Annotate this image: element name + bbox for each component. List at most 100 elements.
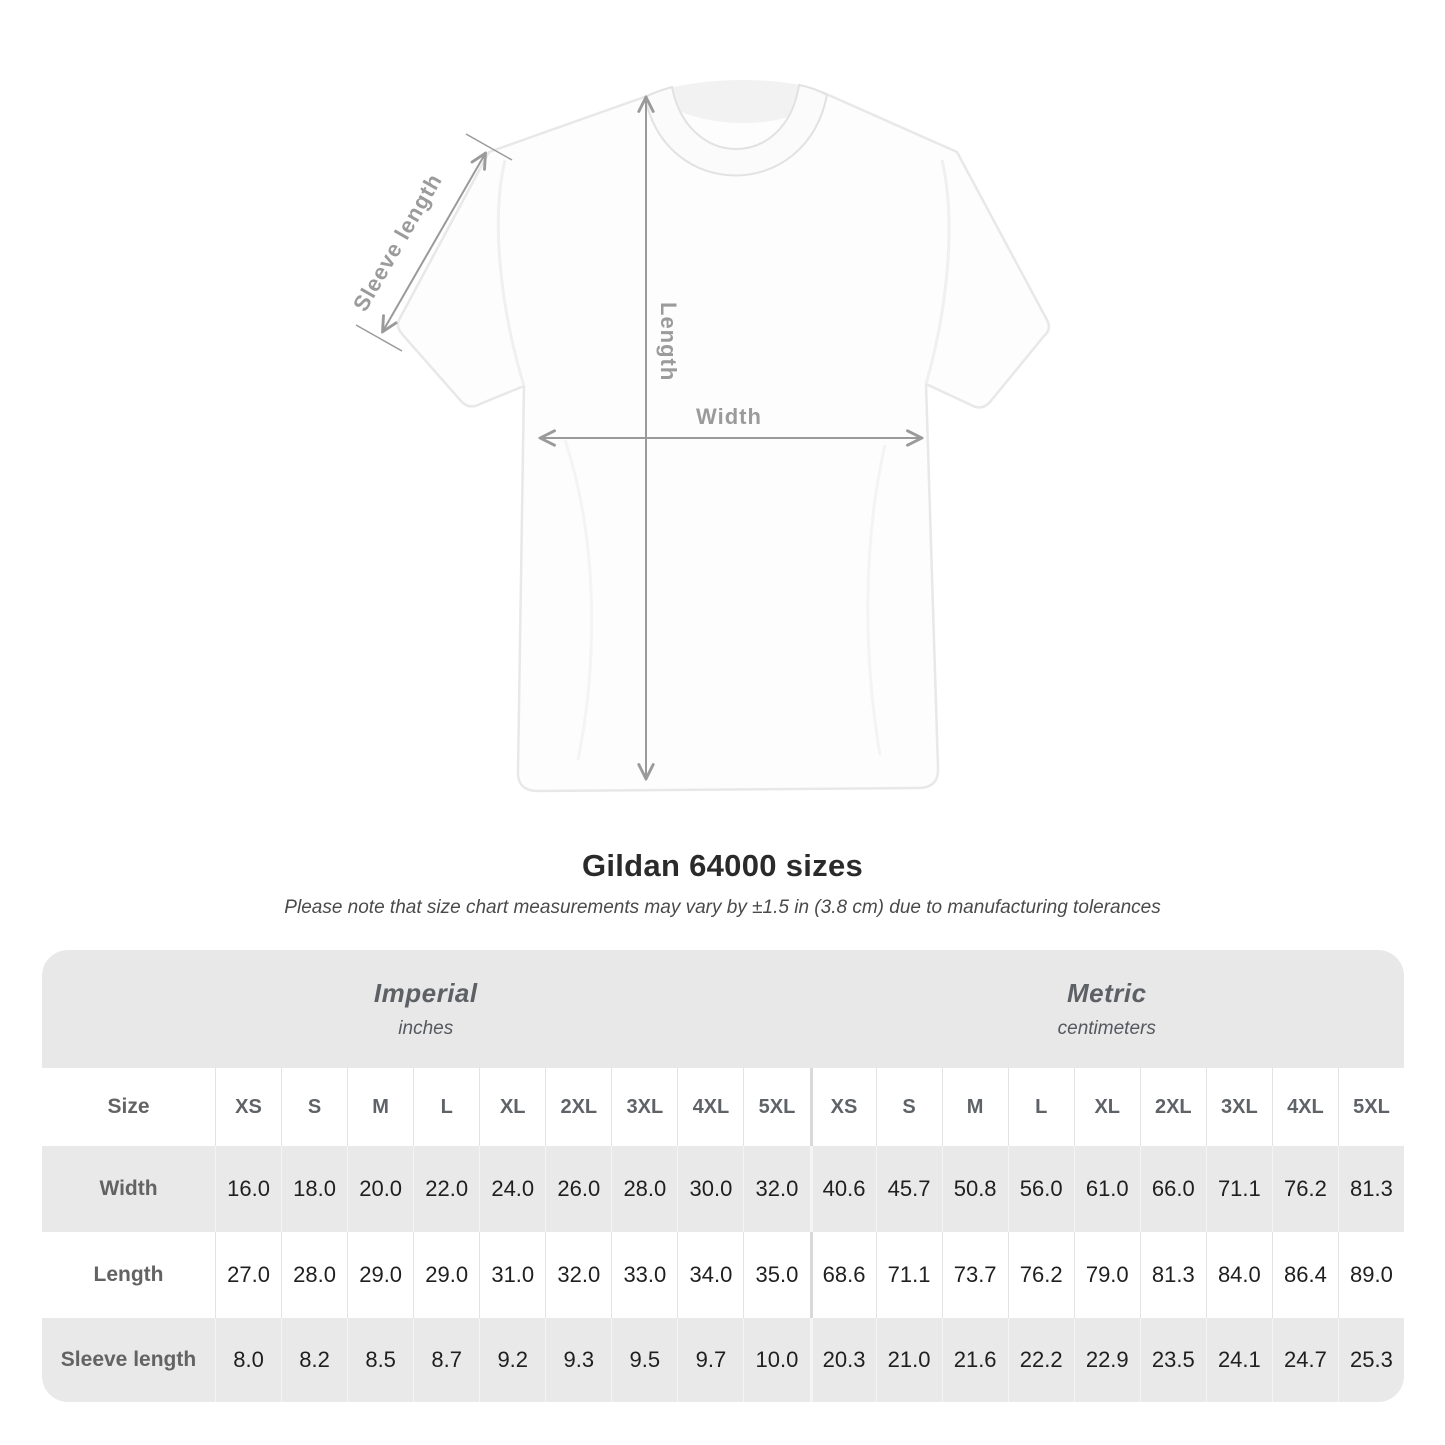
size-value-cell: 84.0: [1205, 1232, 1272, 1318]
size-value-cell: 32.0: [545, 1232, 611, 1318]
sleeve-length-arrow: [383, 154, 485, 331]
size-col-header: 4XL: [677, 1068, 743, 1146]
size-col-header: 4XL: [1271, 1068, 1338, 1146]
width-label: Width: [696, 404, 762, 429]
size-value-cell: 22.2: [1007, 1318, 1074, 1402]
size-value-cell: 21.0: [875, 1318, 942, 1402]
size-value-cell: 33.0: [611, 1232, 677, 1318]
row-label-sleeve-length: Sleeve length: [60, 1348, 197, 1371]
size-col-header: 5XL: [743, 1068, 809, 1146]
page-title: Gildan 64000 sizes: [581, 848, 864, 883]
sleeve-arrow-tick-bottom: [355, 324, 403, 352]
size-row-label: Size: [107, 1095, 150, 1118]
size-value-cell: 32.0: [743, 1146, 809, 1232]
size-value-cell: 28.0: [611, 1146, 677, 1232]
size-value-cell: 81.3: [1139, 1232, 1206, 1318]
imperial-unit-name: Imperial: [373, 978, 478, 1008]
size-value-cell: 50.8: [941, 1146, 1008, 1232]
size-value-cell: 9.2: [479, 1318, 545, 1402]
size-value-cell: 24.7: [1271, 1318, 1338, 1402]
size-value-cell: 22.0: [413, 1146, 479, 1232]
size-col-header: 3XL: [611, 1068, 677, 1146]
table-row-width: Width 16.0 18.0 20.0 22.0 24.0 26.0 28.0 30.0 32…: [42, 1146, 1404, 1232]
row-label-width: Width: [99, 1177, 158, 1200]
length-label: Length: [656, 302, 681, 381]
size-value-cell: 23.5: [1139, 1318, 1206, 1402]
size-value-cell: 16.0: [215, 1146, 281, 1232]
size-value-cell: 9.5: [611, 1318, 677, 1402]
imperial-unit-sub: inches: [398, 1018, 454, 1039]
size-col-header: M: [347, 1068, 413, 1146]
tolerance-note: Please note that size chart measurements…: [284, 897, 1161, 918]
size-value-cell: 24.1: [1205, 1318, 1272, 1402]
unit-header-band: Imperial inches Metric centimeters: [42, 950, 1404, 1068]
size-value-cell: 56.0: [1007, 1146, 1074, 1232]
size-value-cell: 20.0: [347, 1146, 413, 1232]
size-value-cell: 24.0: [479, 1146, 545, 1232]
imperial-header: Imperial inches: [42, 950, 810, 1068]
size-col-header: XS: [215, 1068, 281, 1146]
collar-opening: [652, 79, 822, 124]
size-value-cell: 81.3: [1337, 1146, 1404, 1232]
size-col-header: XS: [809, 1068, 876, 1146]
tshirt-svg: Sleeve length Length Width: [348, 79, 1051, 793]
size-value-cell: 73.7: [941, 1232, 1008, 1318]
size-value-cell: 28.0: [281, 1232, 347, 1318]
tshirt-diagram: Sleeve length Length Width: [348, 79, 1051, 793]
size-value-cell: 45.7: [875, 1146, 942, 1232]
left-sleeve-seam: [496, 159, 526, 387]
size-value-cell: 40.6: [809, 1146, 876, 1232]
right-sleeve-seam: [924, 159, 951, 385]
size-value-cell: 20.3: [809, 1318, 876, 1402]
size-value-cell: 71.1: [875, 1232, 942, 1318]
size-col-header: 3XL: [1205, 1068, 1272, 1146]
size-value-cell: 22.9: [1073, 1318, 1140, 1402]
size-col-header: L: [1007, 1068, 1074, 1146]
size-value-cell: 86.4: [1271, 1232, 1338, 1318]
size-value-cell: 68.6: [809, 1232, 876, 1318]
size-col-header: L: [413, 1068, 479, 1146]
size-value-cell: 79.0: [1073, 1232, 1140, 1318]
size-value-cell: 76.2: [1007, 1232, 1074, 1318]
size-col-header: S: [875, 1068, 942, 1146]
size-value-cell: 25.3: [1337, 1318, 1404, 1402]
size-value-cell: 26.0: [545, 1146, 611, 1232]
size-table: Imperial inches Metric centimeters Size …: [42, 950, 1404, 1402]
table-row-length: Length 27.0 28.0 29.0 29.0 31.0 32.0 33.0 34.0 3…: [42, 1232, 1404, 1318]
size-value-cell: 27.0: [215, 1232, 281, 1318]
size-value-cell: 18.0: [281, 1146, 347, 1232]
size-value-cell: 29.0: [413, 1232, 479, 1318]
size-col-header: S: [281, 1068, 347, 1146]
size-col-header: 5XL: [1337, 1068, 1404, 1146]
size-value-cell: 35.0: [743, 1232, 809, 1318]
size-value-cell: 76.2: [1271, 1146, 1338, 1232]
size-col-header: 2XL: [545, 1068, 611, 1146]
row-label-length: Length: [93, 1263, 164, 1286]
size-col-header: XL: [1073, 1068, 1140, 1146]
size-value-cell: 21.6: [941, 1318, 1008, 1402]
tshirt-graphic: [396, 80, 1051, 793]
size-value-cell: 8.5: [347, 1318, 413, 1402]
size-value-cell: 8.2: [281, 1318, 347, 1402]
wrinkle-right: [866, 444, 887, 756]
size-value-cell: 34.0: [677, 1232, 743, 1318]
size-value-cell: 9.3: [545, 1318, 611, 1402]
size-value-cell: 71.1: [1205, 1146, 1272, 1232]
collar-graphic: [643, 83, 829, 177]
size-col-header: XL: [479, 1068, 545, 1146]
table-row-sleeve-length: Sleeve length 8.0 8.2 8.5 8.7 9.2 9.3 9.5 9.7 10…: [42, 1318, 1404, 1402]
size-value-cell: 10.0: [743, 1318, 809, 1402]
size-value-cell: 89.0: [1337, 1232, 1404, 1318]
size-value-cell: 30.0: [677, 1146, 743, 1232]
size-value-cell: 31.0: [479, 1232, 545, 1318]
size-value-cell: 8.7: [413, 1318, 479, 1402]
size-value-cell: 61.0: [1073, 1146, 1140, 1232]
size-value-cell: 66.0: [1139, 1146, 1206, 1232]
size-value-cell: 9.7: [677, 1318, 743, 1402]
size-value-cell: 29.0: [347, 1232, 413, 1318]
sleeve-arrow-tick-top: [465, 133, 513, 161]
metric-header: Metric centimeters: [810, 950, 1405, 1068]
size-value-cell: 8.0: [215, 1318, 281, 1402]
size-col-header: M: [941, 1068, 1008, 1146]
metric-unit-sub: centimeters: [1057, 1018, 1156, 1039]
